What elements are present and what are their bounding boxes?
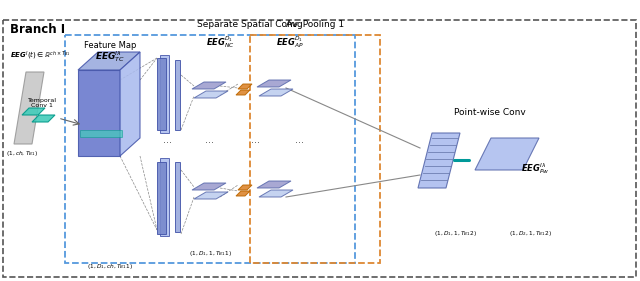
Polygon shape	[475, 138, 539, 170]
Text: $(1,ch,T_{B1})$: $(1,ch,T_{B1})$	[6, 149, 38, 158]
Text: $(1,D_1,ch,T_{B1}1)$: $(1,D_1,ch,T_{B1}1)$	[87, 262, 133, 271]
Polygon shape	[236, 90, 250, 95]
Polygon shape	[238, 84, 252, 89]
Text: $\boldsymbol{EEG}^{D_1}_{NC}$: $\boldsymbol{EEG}^{D_1}_{NC}$	[205, 34, 234, 49]
Polygon shape	[78, 70, 120, 156]
Polygon shape	[238, 185, 252, 190]
Text: Point-wise Conv: Point-wise Conv	[454, 108, 526, 117]
Text: Branch I: Branch I	[10, 23, 65, 36]
Bar	[157, 58, 166, 130]
Bar	[175, 162, 180, 232]
Bar	[160, 158, 169, 236]
Text: $\boldsymbol{EEG}^{D_1}_{AP}$: $\boldsymbol{EEG}^{D_1}_{AP}$	[276, 34, 304, 49]
Text: Feature Map: Feature Map	[84, 41, 136, 50]
Polygon shape	[236, 191, 250, 196]
Text: ...: ...	[163, 135, 172, 145]
Polygon shape	[32, 115, 55, 122]
Text: Temporal
Conv 1: Temporal Conv 1	[28, 98, 56, 108]
Text: $(1,D_2,1,T_{B1}2)$: $(1,D_2,1,T_{B1}2)$	[509, 229, 552, 238]
Polygon shape	[418, 133, 460, 188]
Polygon shape	[192, 183, 226, 190]
Polygon shape	[257, 80, 291, 87]
Text: $(1,D_1,1,T_{B1}2)$: $(1,D_1,1,T_{B1}2)$	[433, 229, 476, 238]
Polygon shape	[78, 52, 140, 70]
Polygon shape	[259, 190, 293, 197]
Text: $\boldsymbol{EEG}^{I\lambda}_{TC}$: $\boldsymbol{EEG}^{I\lambda}_{TC}$	[95, 49, 125, 65]
Polygon shape	[194, 192, 228, 199]
Polygon shape	[257, 181, 291, 188]
Text: ...: ...	[250, 135, 259, 145]
Text: $(1,D_1,1,T_{B1}1)$: $(1,D_1,1,T_{B1}1)$	[189, 249, 232, 258]
Polygon shape	[80, 130, 122, 137]
Polygon shape	[14, 72, 44, 144]
Bar	[250, 35, 380, 263]
Text: $\boldsymbol{EEG}^{I}(t)\in\mathbb{R}^{ch\times T_{B1}}$: $\boldsymbol{EEG}^{I}(t)\in\mathbb{R}^{c…	[10, 50, 70, 62]
Text: $\boldsymbol{EEG}^{I\lambda}_{Pw}$: $\boldsymbol{EEG}^{I\lambda}_{Pw}$	[520, 162, 549, 176]
Text: ...: ...	[296, 135, 305, 145]
Polygon shape	[192, 82, 226, 89]
Bar	[65, 35, 355, 263]
Text: Separate Spatial Conv: Separate Spatial Conv	[197, 20, 299, 29]
Bar	[160, 55, 169, 133]
Text: AvgPooling 1: AvgPooling 1	[286, 20, 344, 29]
Polygon shape	[120, 52, 140, 156]
Bar	[175, 60, 180, 130]
Bar	[157, 162, 166, 234]
Polygon shape	[194, 91, 228, 98]
Polygon shape	[22, 108, 45, 115]
Polygon shape	[259, 89, 293, 96]
Text: ...: ...	[205, 135, 214, 145]
